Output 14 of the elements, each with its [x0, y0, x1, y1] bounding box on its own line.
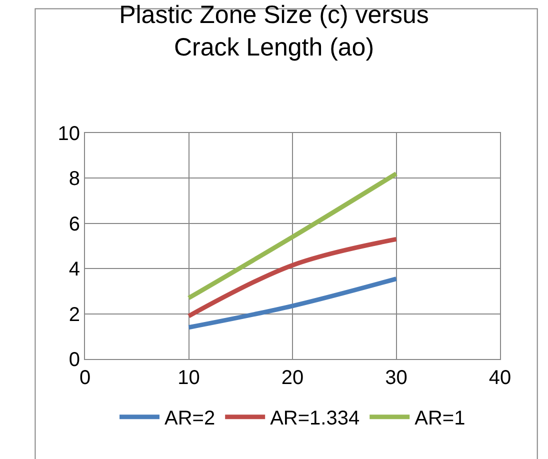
x-tick-label: 20	[281, 367, 304, 389]
x-tick-label: 10	[178, 367, 200, 389]
y-tick-label: 8	[68, 168, 80, 190]
x-tick-label: 30	[385, 367, 408, 389]
y-tick-label: 4	[68, 258, 80, 281]
chart-title: Plastic Zone Size (c) versus Crack Length (ao)	[119, 0, 429, 62]
legend-label: AR=1.334	[270, 408, 360, 430]
y-tick-label: 10	[58, 123, 80, 145]
y-tick-label: 0	[68, 349, 80, 371]
y-tick-label: 2	[68, 304, 80, 326]
legend-label: AR=2	[164, 408, 216, 430]
x-tick-label: 40	[488, 367, 512, 389]
y-tick-label: 6	[68, 213, 80, 236]
legend-label: AR=1	[414, 408, 466, 430]
